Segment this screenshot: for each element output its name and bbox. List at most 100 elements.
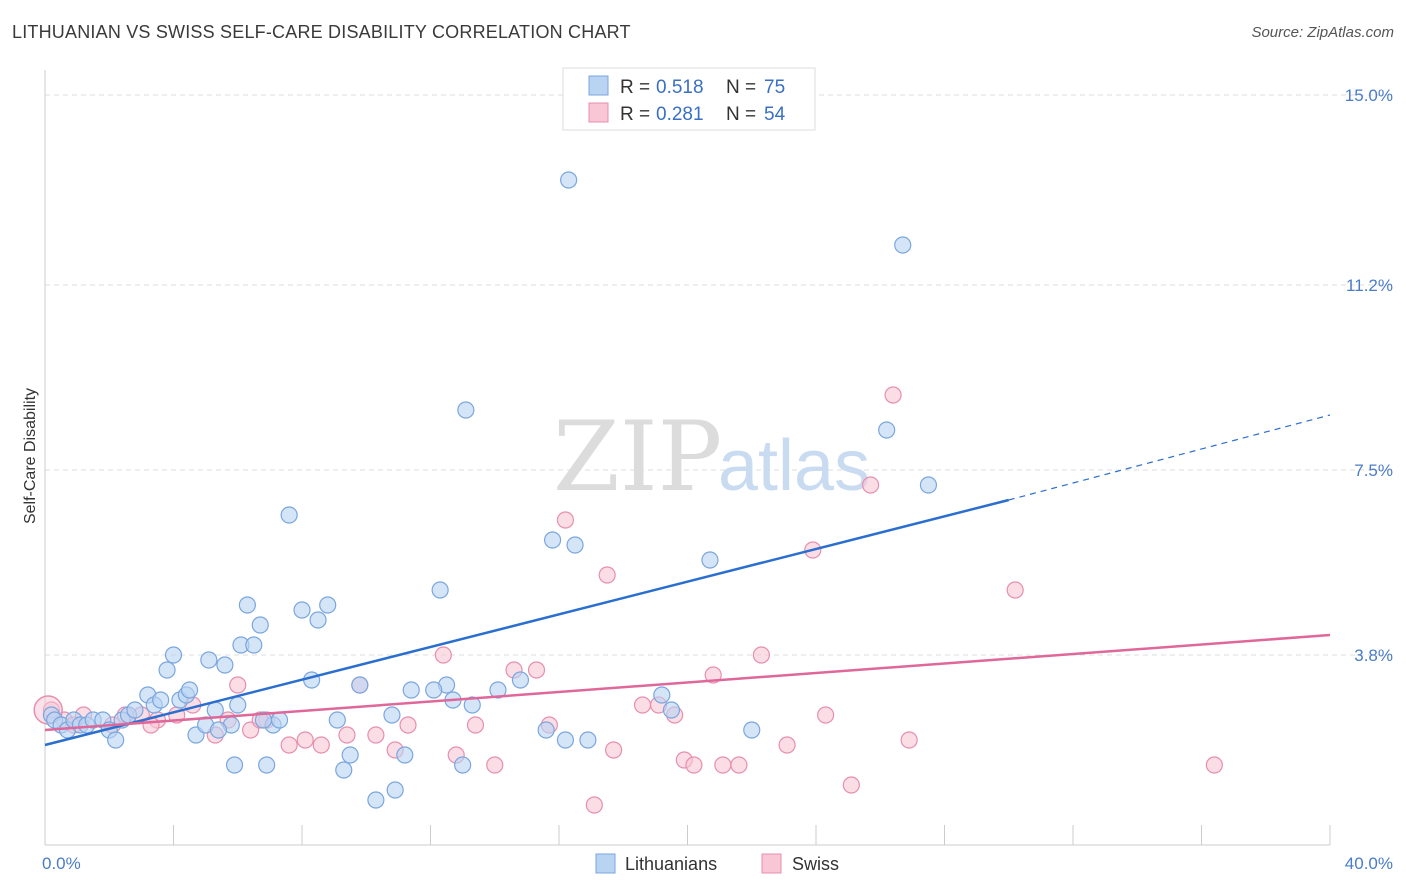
bottom-legend: Lithuanians Swiss [595,853,839,874]
bottom-legend-swatch-swiss [761,853,782,874]
y-tick-labels: 3.8% 7.5% 11.2% 15.0% [1345,86,1393,665]
swiss-point [556,511,575,529]
bottom-legend-swatch-lithuanians [595,853,616,874]
swiss-point [399,716,417,734]
swiss-point [714,756,732,774]
lithuanians-point [251,616,269,634]
lithuanians-point [293,601,311,619]
lithuanians-point [258,756,276,774]
lithuanians-point [386,781,404,799]
lithuanians-point [270,711,289,729]
swiss-point [633,696,652,714]
lithuanians-point [743,721,761,739]
lithuanians-point [200,651,218,669]
y-tick-label: 3.8% [1354,646,1393,665]
lithuanians-point [556,731,575,749]
swiss-point [884,386,902,404]
swiss-trendline [44,633,1331,732]
swiss-point [817,706,835,724]
lithuanians-point [341,746,359,764]
lithuanians-point [367,791,385,809]
lithuanians-point [238,596,256,614]
swiss-point [296,731,314,749]
legend-n-label-swiss: N = [726,104,756,125]
swiss-point [900,731,918,749]
watermark: ZIP atlas [553,401,870,513]
swiss-point [585,796,603,814]
legend-n-value-swiss: 54 [764,104,786,125]
lithuanians-point [216,656,234,674]
lithuanians-point [309,611,327,629]
lithuanians-point [319,596,337,614]
lithuanians-point [511,671,530,689]
swiss-point [598,566,616,584]
lithuanians-point [537,721,555,739]
lithuanians-point [158,661,176,679]
lithuanians-point [107,731,125,749]
lithuanians-point [878,421,896,439]
x-tick-label-min: 0.0% [42,854,81,873]
swiss-point [704,666,722,684]
lithuanians-point [280,506,298,524]
swiss-point [486,756,504,774]
chart-title: LITHUANIAN VS SWISS SELF-CARE DISABILITY… [12,22,631,42]
legend-r-label-lithuanians: R = [620,77,650,98]
lithuanians-point [209,721,228,739]
lithuanians-point [180,681,199,699]
bottom-legend-label-swiss: Swiss [792,854,839,874]
lithuanians-trendline [44,498,1010,747]
lithuanians-point [489,681,507,699]
legend-n-label-lithuanians: N = [726,77,756,98]
swiss-point [466,716,485,734]
lithuanians-points [42,171,938,809]
x-tick-labels: 0.0% 40.0% [42,854,1393,873]
legend-swatch-swiss [588,102,609,123]
swiss-point [280,736,298,754]
lithuanians-point [579,731,597,749]
swiss-point [229,676,247,694]
bottom-legend-label-lithuanians: Lithuanians [625,854,717,874]
swiss-point [1205,756,1223,774]
trendlines [44,414,1331,747]
swiss-point [778,736,796,754]
lithuanians-point [653,686,671,704]
lithuanians-point [303,671,321,689]
lithuanians-trendline-extension [1008,414,1331,501]
legend: R = 0.518 N = 75 R = 0.281 N = 54 [562,67,816,131]
watermark-zip: ZIP [553,401,722,513]
chart-source: Source: ZipAtlas.com [1251,24,1394,41]
watermark-atlas: atlas [718,426,870,506]
legend-r-value-swiss: 0.281 [656,104,704,125]
lithuanians-point [701,551,719,569]
legend-r-label-swiss: R = [620,104,650,125]
lithuanians-point [566,536,584,554]
lithuanians-point [454,756,472,774]
x-tick-label-max: 40.0% [1345,854,1393,873]
lithuanians-point [164,646,183,664]
y-tick-label: 15.0% [1345,86,1393,105]
lithuanians-point [152,691,170,709]
lithuanians-point [402,681,420,699]
lithuanians-point [335,761,353,779]
lithuanians-point [560,171,578,189]
lithuanians-point [543,531,562,549]
lithuanians-point [425,681,443,699]
legend-swatch-lithuanians [588,75,609,96]
swiss-point [685,756,703,774]
lithuanians-point [463,696,481,714]
swiss-point [862,476,880,494]
lithuanians-point [383,706,401,724]
y-tick-label: 7.5% [1354,461,1393,480]
y-tick-label: 11.2% [1346,276,1393,295]
lithuanians-point [328,711,346,729]
swiss-point [730,756,748,774]
lithuanians-point [229,696,247,714]
lithuanians-point [351,676,369,694]
lithuanians-point [225,756,244,774]
lithuanians-point [431,581,449,599]
swiss-point [367,726,385,744]
lithuanians-point [126,701,144,719]
lithuanians-point [245,636,263,654]
gridlines [45,94,1392,656]
